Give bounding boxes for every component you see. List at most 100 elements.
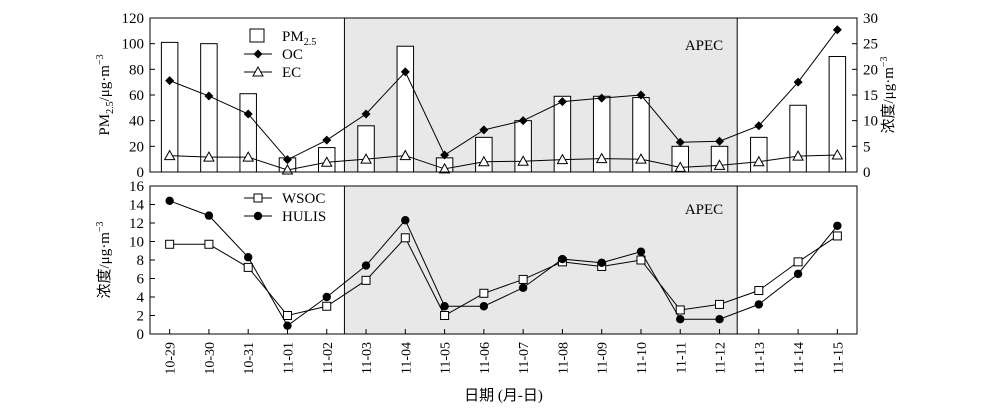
ec-point — [320, 156, 333, 167]
wsoc-point — [715, 299, 725, 309]
ec-point — [752, 155, 765, 167]
top-left-tick-label: 100 — [122, 37, 145, 53]
hulis-point — [283, 321, 292, 330]
hulis-point — [676, 315, 685, 324]
hulis-point — [518, 283, 528, 292]
pm25-bar — [789, 104, 807, 173]
oc-point — [479, 125, 489, 135]
apec-shade-bottom — [344, 186, 738, 334]
x-tick-label: 10-30 — [203, 342, 218, 375]
x-tick-label: 11-07 — [517, 342, 532, 374]
oc-point — [322, 135, 332, 145]
wsoc-point — [204, 239, 214, 249]
top-right-tick-label: 15 — [863, 88, 878, 104]
hulis-point — [165, 196, 174, 205]
hulis-point — [204, 211, 214, 220]
bottom-left-tick-label: 14 — [129, 198, 145, 214]
hulis-point — [558, 254, 567, 264]
top-left-tick-label: 40 — [129, 114, 144, 130]
top-right-tick-label: 10 — [863, 114, 878, 130]
bottom-left-tick-label: 12 — [129, 216, 144, 232]
x-tick-label: 10-31 — [242, 342, 257, 375]
x-tick-label: 11-09 — [596, 342, 611, 374]
legend-ec-label: EC — [282, 65, 301, 81]
ec-point — [203, 151, 215, 162]
wsoc-point — [282, 311, 292, 320]
x-tick-label: 11-05 — [439, 342, 454, 374]
hulis-point — [361, 261, 371, 270]
ec-point — [399, 149, 412, 161]
bottom-left-tick-label: 0 — [137, 327, 145, 343]
ec-point — [792, 150, 804, 161]
hulis-point — [833, 221, 842, 230]
hulis-line — [169, 200, 838, 327]
bottom-panel-wsoc-hulis: 0 2 4 6 8 10 12 14 16 10-29 10-30 10-31 11-01 11-02 11… — [129, 179, 858, 375]
ec-point — [360, 153, 372, 164]
ec-point — [635, 153, 647, 164]
x-tick-label: 11-12 — [714, 342, 729, 374]
x-tick-label: 11-15 — [831, 342, 846, 374]
bottom-left-axis-label: 浓度/μg·m−3 — [95, 221, 113, 298]
x-tick-label: 10-29 — [164, 342, 179, 375]
legend-hulis-marker — [253, 211, 263, 221]
x-tick-label: 11-03 — [360, 342, 375, 374]
legend-pm25-label: PM2.5 — [282, 29, 316, 48]
hulis-point — [401, 216, 410, 225]
bottom-left-tick-label: 8 — [137, 253, 145, 269]
bottom-left-tick-label: 6 — [137, 272, 145, 288]
oc-point — [361, 109, 371, 119]
pm25-bar — [475, 136, 493, 173]
oc-point — [518, 116, 528, 126]
top-right-tick-label: 30 — [863, 11, 878, 27]
oc-point — [832, 25, 842, 35]
x-tick-label: 11-14 — [792, 342, 807, 374]
top-right-tick-label: 5 — [863, 139, 871, 155]
wsoc-point — [479, 288, 489, 298]
top-right-axis-label: 浓度/μg·m−3 — [879, 56, 897, 133]
wsoc-point — [832, 231, 842, 241]
hulis-point — [479, 302, 489, 311]
bottom-left-tick-label: 10 — [129, 235, 144, 251]
top-left-axis-label: PM2.5/μg·m−3 — [95, 54, 116, 135]
top-panel-pm25-oc-ec: 0 20 40 60 80 100 120 0 5 10 15 20 25 30 APEC PM2.5OC EC — [122, 11, 879, 181]
x-tick-label: 11-02 — [321, 342, 336, 374]
wsoc-point — [518, 274, 528, 284]
x-tick-label: 11-13 — [753, 342, 768, 374]
ec-point — [674, 161, 687, 172]
ec-point — [556, 153, 569, 165]
top-left-tick-label: 60 — [129, 88, 144, 104]
legend-wsoc-label: WSOC — [282, 191, 325, 207]
legend-pm25-swatch — [249, 28, 265, 43]
oc-point — [204, 91, 214, 101]
oc-point — [793, 77, 803, 87]
top-left-tick-label: 80 — [129, 62, 144, 78]
bottom-left-tick-label: 16 — [129, 179, 145, 195]
apec-label-bottom: APEC — [685, 202, 723, 218]
x-tick-label: 11-06 — [478, 342, 493, 374]
x-tick-label: 11-04 — [399, 342, 414, 374]
hulis-point — [754, 300, 764, 309]
wsoc-point — [675, 305, 685, 315]
oc-point — [754, 121, 764, 131]
wsoc-point — [754, 286, 764, 296]
wsoc-point — [636, 255, 646, 265]
bottom-left-tick-label: 4 — [137, 290, 145, 306]
hulis-point — [243, 253, 253, 262]
wsoc-line — [169, 235, 838, 317]
top-left-tick-label: 20 — [129, 139, 144, 155]
ec-point — [242, 151, 255, 162]
x-axis-label: 日期 (月-日) — [464, 387, 543, 404]
oc-line — [169, 29, 838, 161]
legend-hulis-label: HULIS — [282, 209, 326, 225]
legend-wsoc-marker — [253, 193, 263, 203]
wsoc-point — [322, 301, 332, 311]
x-tick-label: 11-01 — [281, 342, 296, 374]
pm25-bar — [357, 125, 375, 173]
top-left-tick-label: 0 — [137, 165, 145, 181]
ec-point — [438, 162, 451, 174]
bottom-left-tick-label: 2 — [137, 309, 145, 325]
ec-point — [163, 149, 176, 161]
hulis-point — [440, 302, 449, 311]
oc-point — [715, 136, 725, 146]
top-right-tick-label: 0 — [863, 165, 871, 181]
